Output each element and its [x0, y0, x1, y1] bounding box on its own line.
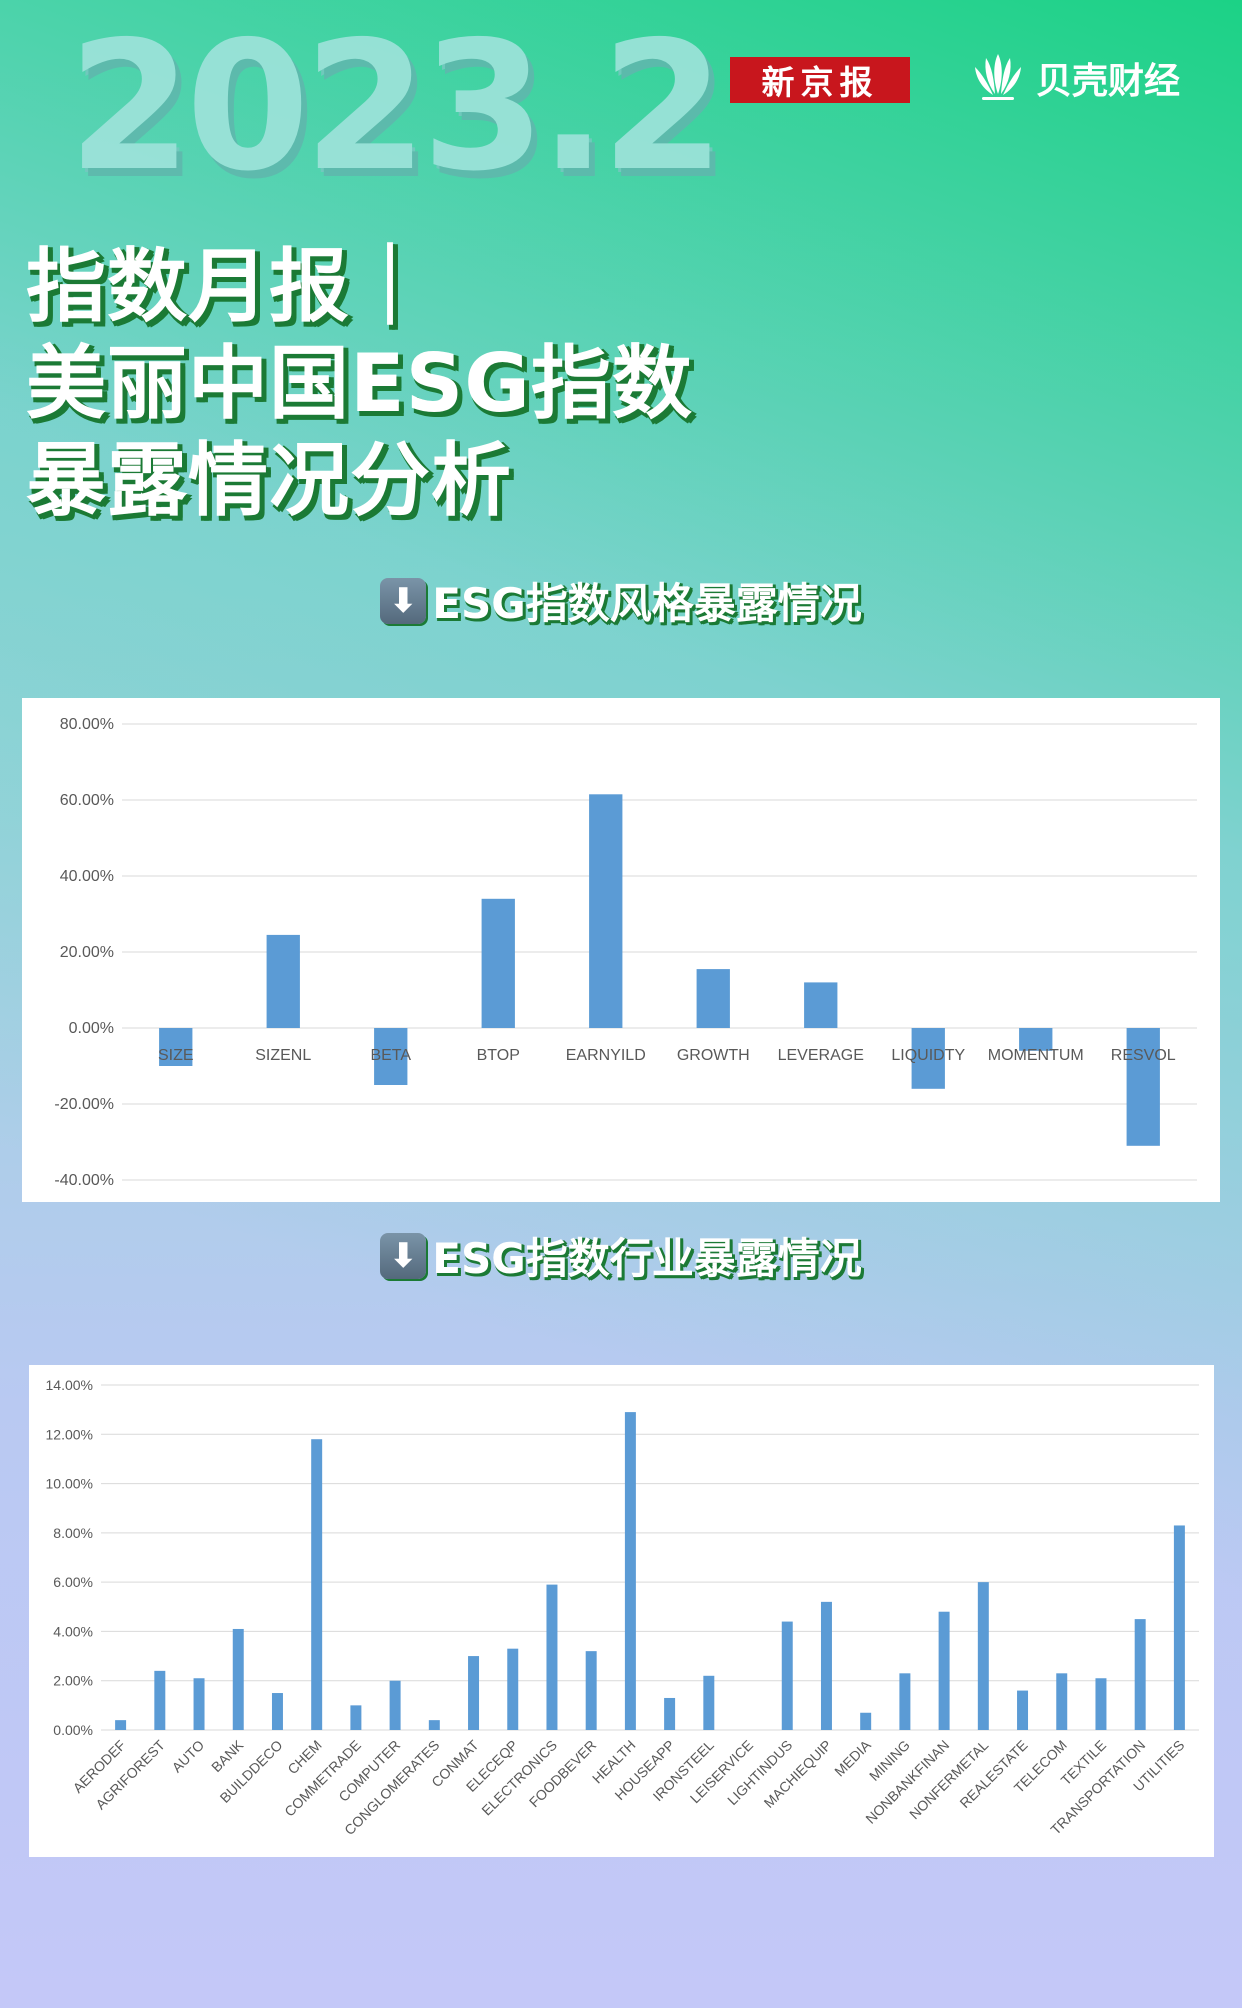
x-tick-label: AUTO — [169, 1737, 208, 1776]
shell-icon — [975, 54, 1021, 100]
bar-builddeco — [271, 1693, 283, 1730]
down-arrow-icon: ⬇ — [380, 577, 427, 624]
y-tick-label: 2.00% — [53, 1673, 93, 1689]
down-arrow-icon: ⬇ — [380, 1232, 427, 1279]
y-tick-label: 0.00% — [69, 1020, 114, 1037]
bar-auto — [193, 1678, 205, 1730]
bar-lightindus — [781, 1621, 793, 1730]
x-tick-label: SIZENL — [255, 1047, 311, 1064]
x-tick-label: AGRIFOREST — [92, 1736, 168, 1812]
x-tick-label: LIQUIDTY — [891, 1047, 965, 1064]
bar-nonbankfinan — [938, 1611, 950, 1730]
bar-textile — [1095, 1678, 1107, 1730]
bar-conglomerates — [428, 1720, 440, 1730]
x-tick-label: LEVERAGE — [778, 1047, 864, 1064]
industry-exposure-chart: 14.00% 12.00% 10.00% 8.00% 6.00% 4.00% 2.00% 0.… — [46, 1377, 1199, 1838]
y-tick-label: 8.00% — [53, 1525, 93, 1541]
x-tick-label: RESVOL — [1111, 1047, 1176, 1064]
bar-utilities — [1173, 1525, 1185, 1730]
y-tick-label: 0.00% — [53, 1722, 93, 1738]
bar-transportation — [1134, 1619, 1146, 1730]
bar-health — [624, 1412, 636, 1730]
bar-telecom — [1056, 1673, 1068, 1730]
x-tick-label: EARNYILD — [566, 1047, 646, 1064]
bar-growth — [696, 969, 730, 1028]
bar-aerodef — [115, 1720, 127, 1730]
page-title: 指数月报｜ 美丽中国ESG指数 暴露情况分析 — [26, 238, 693, 529]
industry-section-heading: ⬇ ESG指数行业暴露情况 — [0, 1225, 1242, 1286]
style-exposure-chart: 80.00% 60.00% 40.00% 20.00% 0.00% -20.00% -40.… — [54, 716, 1197, 1189]
xinjingbao-logo: 新京报 — [730, 57, 910, 103]
bar-momentum — [1019, 1028, 1053, 1051]
bar-btop — [481, 898, 515, 1028]
bar-eleceqp — [507, 1648, 519, 1730]
x-tick-label: SIZE — [158, 1047, 194, 1064]
bar-leverage — [804, 982, 838, 1028]
bar-earnyild — [589, 794, 623, 1028]
bar-nonfermetal — [977, 1582, 989, 1730]
bar-agriforest — [154, 1670, 166, 1730]
bar-foodbever — [585, 1651, 597, 1730]
bar-sizenl — [266, 934, 300, 1028]
bar-size — [159, 1028, 193, 1066]
title-line-2: 美丽中国ESG指数 — [26, 337, 693, 430]
x-tick-label: BTOP — [477, 1047, 520, 1064]
style-exposure-chart-panel: 80.00% 60.00% 40.00% 20.00% 0.00% -20.00% -40.… — [22, 698, 1220, 1202]
bar-chem — [311, 1439, 323, 1730]
y-tick-label: -40.00% — [54, 1172, 114, 1189]
style-section-title: ESG指数风格暴露情况 — [432, 579, 862, 628]
y-tick-label: 4.00% — [53, 1623, 93, 1639]
y-tick-label: 12.00% — [46, 1426, 93, 1442]
bar-ironsteel — [703, 1675, 715, 1730]
bar-computer — [389, 1680, 401, 1730]
beike-finance-logo: 贝壳财经 — [968, 50, 1180, 106]
x-tick-label: BETA — [370, 1047, 411, 1064]
style-section-heading: ⬇ ESG指数风格暴露情况 — [0, 570, 1242, 631]
y-tick-label: -20.00% — [54, 1096, 114, 1113]
title-line-1: 指数月报｜ — [26, 240, 431, 333]
beike-finance-name: 贝壳财经 — [1036, 61, 1181, 102]
x-tick-label: GROWTH — [677, 1047, 750, 1064]
bar-electronics — [546, 1584, 558, 1730]
bar-liquidty — [911, 1028, 945, 1089]
industry-section-title: ESG指数行业暴露情况 — [432, 1234, 862, 1283]
y-tick-label: 14.00% — [46, 1377, 93, 1393]
bar-realestate — [1017, 1690, 1029, 1730]
year-watermark: 2023.2 — [68, 3, 725, 210]
y-tick-label: 10.00% — [46, 1476, 93, 1492]
bar-machiequip — [820, 1601, 832, 1730]
industry-exposure-chart-panel: 14.00% 12.00% 10.00% 8.00% 6.00% 4.00% 2.00% 0.… — [29, 1365, 1214, 1857]
y-tick-label: 80.00% — [60, 716, 114, 733]
x-tick-label: MOMENTUM — [988, 1047, 1084, 1064]
bar-bank — [232, 1628, 244, 1730]
y-tick-label: 60.00% — [60, 792, 114, 809]
bar-conmat — [468, 1656, 480, 1730]
bar-houseapp — [664, 1697, 676, 1730]
y-tick-label: 20.00% — [60, 944, 114, 961]
bar-media — [860, 1712, 872, 1730]
y-tick-label: 40.00% — [60, 868, 114, 885]
bar-commetrade — [350, 1705, 362, 1730]
bar-mining — [899, 1673, 911, 1730]
title-line-3: 暴露情况分析 — [26, 434, 512, 527]
bar-beta — [374, 1028, 408, 1085]
x-tick-label: REALESTATE — [956, 1737, 1030, 1811]
y-tick-label: 6.00% — [53, 1574, 93, 1590]
bar-resvol — [1126, 1028, 1160, 1146]
